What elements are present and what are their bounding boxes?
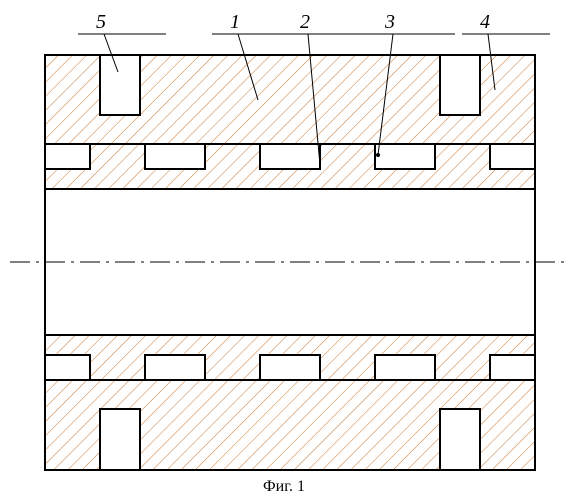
sleeve-lower xyxy=(45,335,535,380)
label-2: 2 xyxy=(300,11,310,33)
leader-5 xyxy=(104,34,118,72)
leader-3-dot xyxy=(376,153,380,157)
label-3: 3 xyxy=(384,11,395,33)
outer-ring-upper xyxy=(45,55,535,144)
label-1: 1 xyxy=(230,11,240,33)
label-4: 4 xyxy=(480,11,490,33)
sleeve-upper xyxy=(45,144,535,189)
outer-ring-lower xyxy=(45,380,535,470)
label-5: 5 xyxy=(96,11,106,33)
figure-caption: Фиг. 1 xyxy=(0,478,568,496)
